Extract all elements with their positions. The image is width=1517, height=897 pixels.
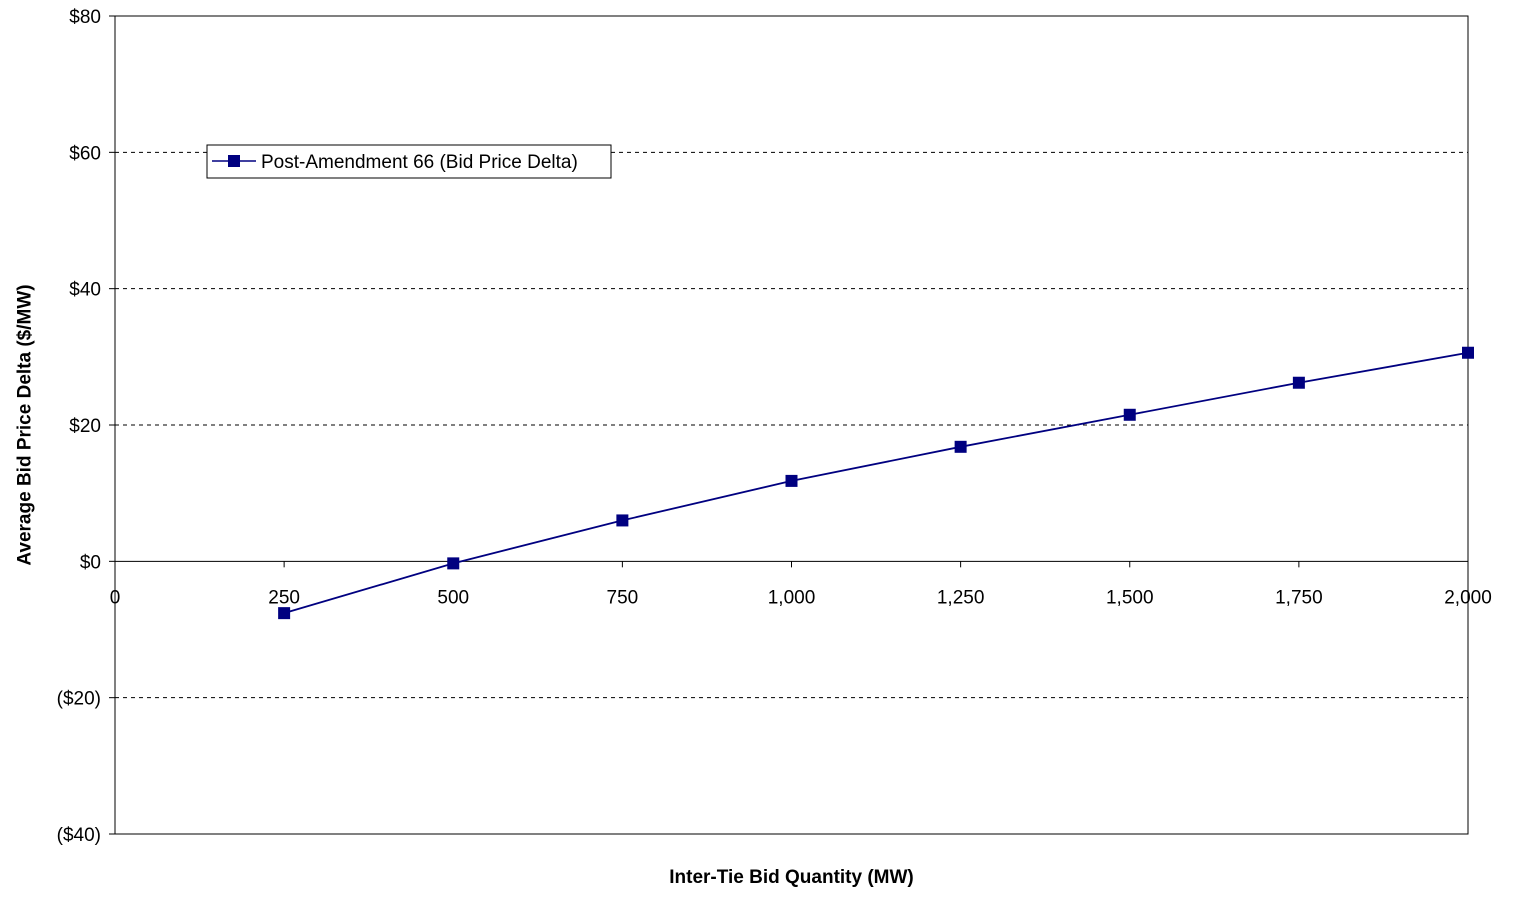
y-tick-label: ($20) [57, 689, 101, 710]
series-line [283, 351, 1469, 615]
x-tick-label: 250 [268, 587, 300, 608]
y-tick-label: ($40) [57, 825, 101, 846]
x-tick-label: 1,250 [937, 587, 985, 608]
axes: ($40) ($20) $0 $20 $40 $60 $80 0 250 500 750 1,000 1… [57, 7, 1492, 846]
data-point-marker [954, 440, 967, 453]
data-point-marker [278, 607, 291, 620]
x-tick-label: 500 [437, 587, 469, 608]
x-tick-label: 1,500 [1106, 587, 1154, 608]
x-tick-label: 1,000 [768, 587, 816, 608]
y-axis-title: Average Bid Price Delta ($/MW) [15, 284, 36, 565]
x-tick-label: 0 [110, 587, 121, 608]
x-tick-label: 1,750 [1275, 587, 1323, 608]
data-point-marker [616, 514, 629, 527]
data-point-marker [1462, 346, 1474, 359]
legend-box [206, 144, 612, 179]
y-tick-label: $40 [69, 280, 101, 301]
y-tick-label: $0 [80, 552, 101, 573]
data-point-marker [1292, 376, 1305, 389]
x-tick-label: 2,000 [1444, 587, 1492, 608]
y-tick-label: $60 [69, 143, 101, 164]
x-tick-label: 750 [607, 587, 639, 608]
data-point-marker [447, 557, 460, 570]
gridlines [115, 151, 1468, 699]
legend-square-marker-icon [228, 155, 240, 167]
legend-entry-label: Post-Amendment 66 (Bid Price Delta) [261, 152, 578, 173]
data-point-marker [785, 474, 798, 487]
y-tick-label: $20 [69, 416, 101, 437]
series [278, 346, 1474, 620]
x-axis-title: Inter-Tie Bid Quantity (MW) [669, 867, 914, 888]
data-point-marker [1123, 408, 1136, 421]
legend: Post-Amendment 66 (Bid Price Delta) [206, 144, 612, 179]
y-tick-label: $80 [69, 7, 101, 28]
